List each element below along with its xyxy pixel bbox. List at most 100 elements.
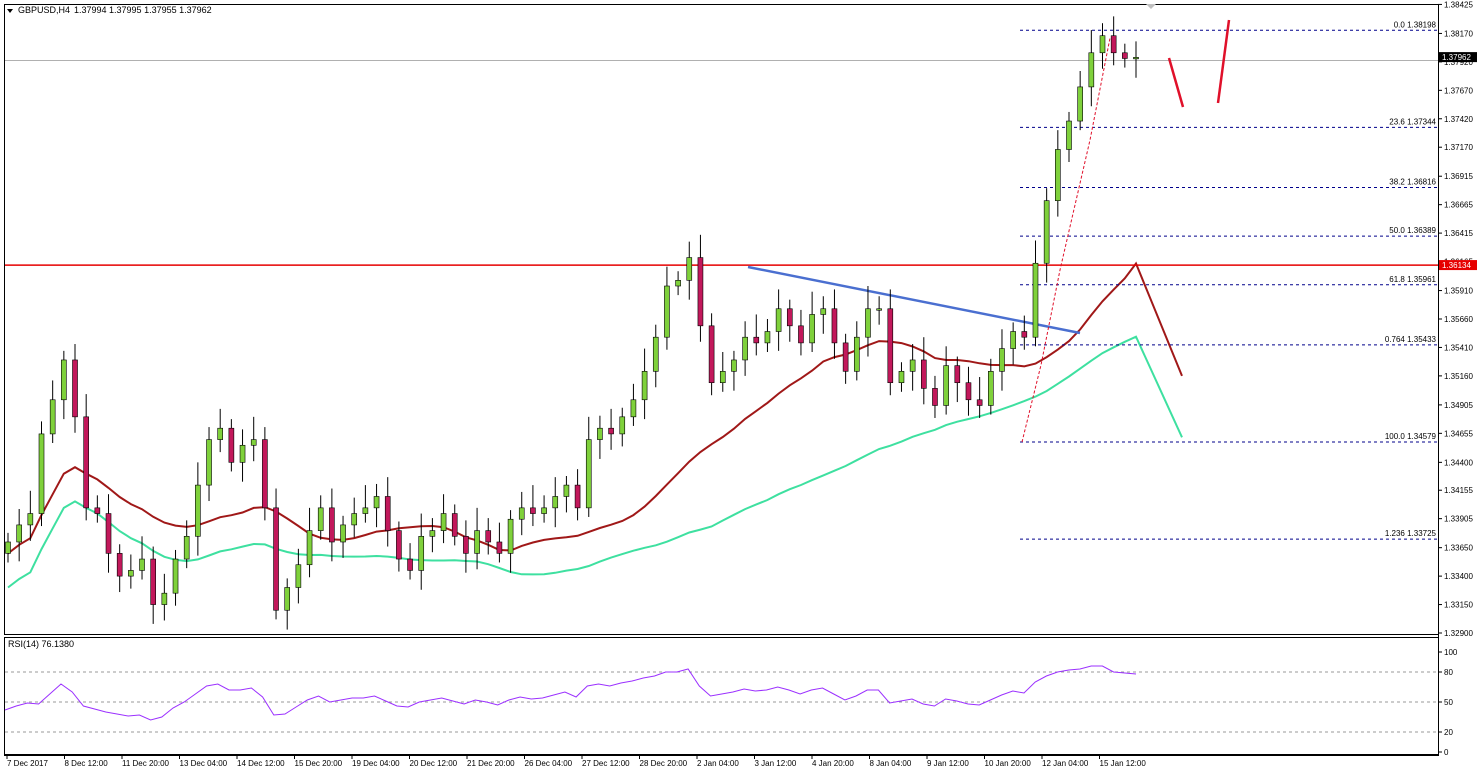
price-axis: 1.38425 1.38170 1.37920 1.37670 1.37420 1.371… — [1438, 0, 1473, 638]
fib-level-label: 38.2 1.36816 — [1389, 177, 1436, 186]
candle-body — [351, 513, 358, 526]
candle-body — [1088, 52, 1095, 88]
candle-body — [295, 564, 302, 588]
fib-level-label: 100.0 1.34579 — [1385, 432, 1437, 441]
time-tick-label: 28 Dec 20:00 — [640, 759, 688, 768]
candle-body — [373, 496, 380, 509]
rsi-label: RSI(14) 76.1380 — [8, 639, 74, 649]
ohlc-values: 1.37994 1.37995 1.37955 1.37962 — [74, 5, 212, 15]
candle-body — [719, 371, 726, 384]
candle-body — [764, 331, 771, 344]
candle-body — [507, 518, 514, 554]
fib-level-label: 61.8 1.35961 — [1389, 275, 1436, 284]
candle-body — [384, 496, 391, 531]
candle-body — [887, 308, 894, 384]
candle-body — [418, 535, 425, 571]
candle-body — [809, 314, 815, 344]
candle-body — [954, 365, 961, 384]
price-tick-label: 1.35910 — [1444, 287, 1473, 296]
price-tick-label: 1.33905 — [1444, 515, 1473, 524]
candle-body — [1043, 200, 1050, 264]
candle-body — [686, 257, 693, 281]
candle-body — [228, 427, 235, 463]
candle-body — [898, 371, 905, 384]
time-tick-label: 10 Jan 20:00 — [985, 759, 1032, 768]
fib-level-label: 1.236 1.33725 — [1385, 529, 1437, 538]
price-tick-label: 1.34905 — [1444, 401, 1473, 410]
time-tick-label: 8 Dec 12:00 — [65, 759, 109, 768]
candle-body — [306, 530, 313, 566]
candle-body — [753, 336, 760, 344]
candle-body — [362, 507, 369, 514]
candle-body — [440, 513, 447, 531]
candle-body — [49, 399, 56, 435]
candle-body — [1010, 331, 1016, 349]
forecast-up-stroke — [1216, 19, 1231, 104]
candle-body — [1077, 86, 1083, 122]
time-tick-label: 14 Dec 12:00 — [237, 759, 285, 768]
price-tick-label: 1.36915 — [1444, 172, 1473, 181]
candlesticks — [5, 16, 1139, 630]
fib-level-label: 23.6 1.37344 — [1389, 117, 1436, 126]
candle-body — [217, 427, 223, 440]
time-tick-label: 9 Jan 12:00 — [927, 759, 969, 768]
candle-body — [1055, 149, 1061, 201]
candle-body — [474, 530, 480, 554]
time-axis: 7 Dec 2017 8 Dec 12:00 11 Dec 20:00 13 Dec … — [6, 755, 1146, 768]
price-panel-frame — [4, 4, 1439, 635]
candle-body — [842, 342, 849, 372]
time-tick-label: 3 Jan 12:00 — [755, 759, 797, 768]
candle-body — [250, 439, 257, 446]
forecast-down-stroke — [1167, 57, 1185, 108]
candle-body — [451, 513, 458, 537]
candle-body — [273, 507, 279, 611]
rsi-tick-label: 100 — [1444, 648, 1458, 657]
chart-shift-marker-icon[interactable] — [1146, 4, 1156, 9]
candle-body — [630, 399, 637, 418]
candle-body — [429, 530, 436, 537]
candle-body — [1110, 35, 1117, 54]
candle-body — [496, 541, 503, 554]
candle-body — [128, 570, 134, 577]
bearish-trend-line[interactable] — [747, 265, 1081, 335]
price-tick-label: 1.38170 — [1444, 29, 1473, 38]
candle-body — [530, 507, 536, 514]
price-tick-label: 1.37920 — [1444, 58, 1473, 67]
candle-body — [597, 427, 603, 440]
candle-body — [1066, 120, 1072, 150]
candle-body — [239, 444, 246, 463]
rsi-panel-frame — [4, 637, 1439, 755]
candle-body — [206, 439, 212, 486]
rsi-tick-label: 0 — [1444, 748, 1449, 757]
candle-body — [284, 587, 291, 611]
candle-body — [72, 359, 78, 418]
candle-body — [83, 416, 89, 509]
candle-body — [853, 336, 860, 372]
chart-header: GBPUSD,H4 1.37994 1.37995 1.37955 1.3796… — [7, 5, 212, 15]
price-badge — [1439, 260, 1477, 271]
time-tick-label: 26 Dec 04:00 — [525, 759, 573, 768]
candle-body — [1099, 35, 1106, 54]
candle-body — [965, 382, 972, 401]
time-tick-label: 4 Jan 20:00 — [812, 759, 854, 768]
candle-body — [340, 524, 346, 543]
time-tick-label: 7 Dec 2017 — [7, 759, 48, 768]
candle-body — [396, 530, 402, 560]
time-tick-label: 15 Dec 20:00 — [295, 759, 343, 768]
caret-down-icon[interactable] — [7, 9, 13, 13]
candle-body — [94, 507, 101, 514]
candle-body — [921, 359, 927, 389]
rsi-tick-label: 50 — [1444, 698, 1453, 707]
candle-body — [976, 399, 983, 406]
candle-body — [38, 433, 45, 514]
fib-level-label: 50.0 1.36389 — [1389, 226, 1436, 235]
price-tick-label: 1.33650 — [1444, 544, 1473, 553]
candle-body — [552, 496, 559, 509]
price-tick-label: 1.35660 — [1444, 315, 1473, 324]
price-badges: 1.37962 1.36134 — [1439, 52, 1477, 271]
rsi-line — [4, 665, 1137, 721]
price-tick-label: 1.34400 — [1444, 458, 1473, 467]
candle-body — [485, 530, 492, 543]
